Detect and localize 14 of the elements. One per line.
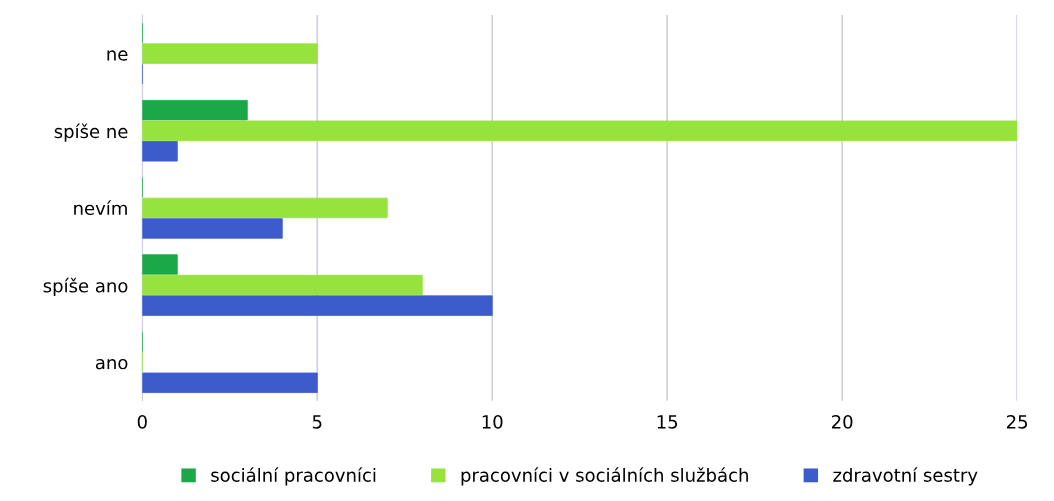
legend-label: sociální pracovníci	[211, 467, 376, 486]
x-tick-label: 15	[657, 415, 678, 429]
y-tick-label: spíše ano	[43, 277, 128, 297]
x-tick-label: 0	[137, 415, 147, 429]
y-tick-label: spíše ne	[54, 123, 128, 142]
y-tick-label: nevím	[74, 200, 127, 216]
y-tick-label: ano	[95, 358, 128, 370]
legend-label: zdravotní sestry	[833, 467, 978, 486]
x-tick-label: 20	[831, 415, 853, 429]
x-tick-label: 5	[312, 415, 322, 429]
y-tick-label: ne	[107, 50, 128, 61]
legend-label: pracovníci v sociálních službách	[461, 467, 748, 486]
x-tick-label: 25	[1006, 415, 1028, 429]
x-tick-label: 10	[482, 415, 503, 429]
